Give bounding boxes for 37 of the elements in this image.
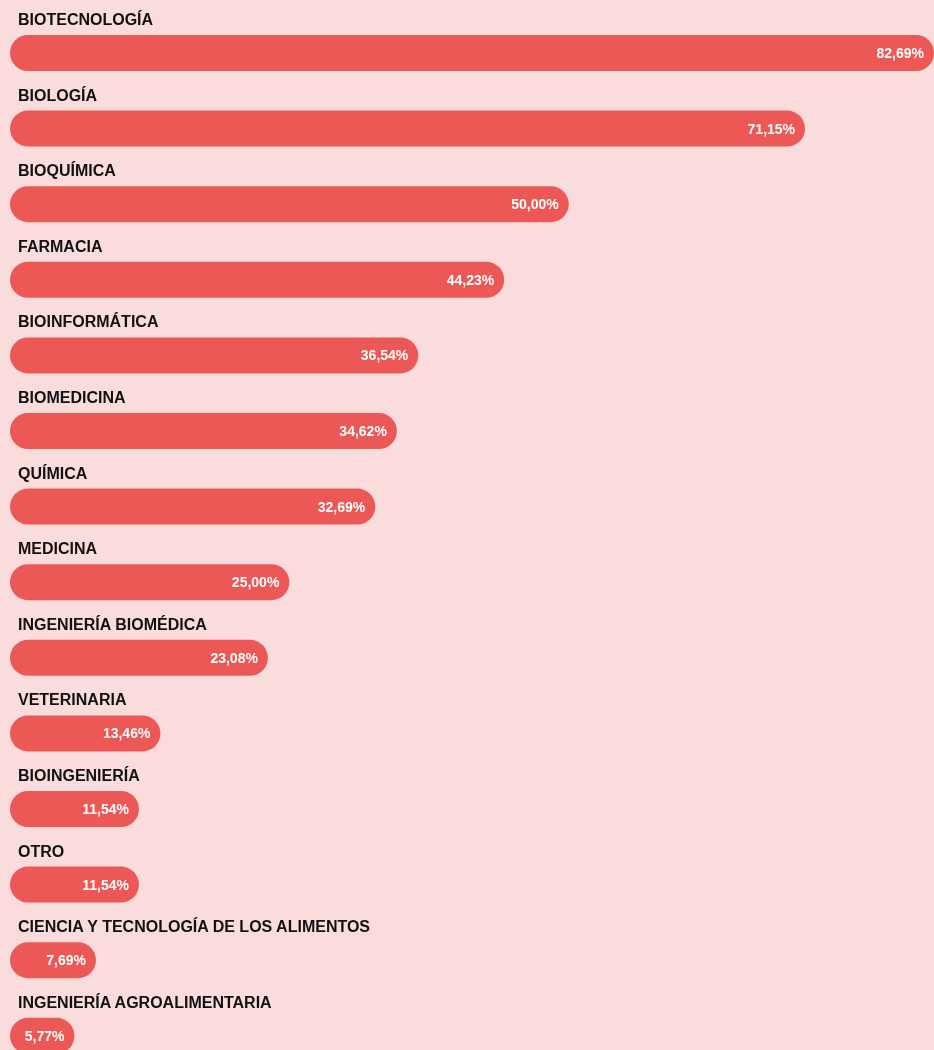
y-tick-label: BIOTECNOLOGÍA [18,10,154,28]
bar [10,488,376,525]
bar [10,261,505,298]
data-label: 25,00% [231,574,280,591]
y-tick-label: BIOMEDICINA [18,389,126,406]
y-tick-label: BIOLOGÍA [18,85,98,104]
y-tick-label: MEDICINA [18,540,98,558]
y-tick-label: QUÍMICA [18,463,88,482]
data-label: 11,54% [82,876,130,893]
y-tick-label: CIENCIA Y TECNOLOGÍA DE LOS ALIMENTOS [18,917,371,936]
data-label: 82,69% [876,44,925,61]
y-tick-label: FARMACIA [18,237,103,255]
data-label: 50,00% [511,196,560,213]
y-tick-label: OTRO [18,842,65,860]
data-label: 44,23% [446,271,495,288]
y-tick-label: BIOINGENIERÍA [18,766,141,784]
y-tick-label: BIOQUÍMICA [18,161,117,180]
data-label: 71,15% [747,120,796,137]
data-label: 13,46% [102,725,151,742]
y-tick-label: BIOINFORMÁTICA [18,312,159,331]
bar [10,413,397,449]
bar [10,564,290,601]
data-label: 36,54% [360,347,409,364]
bar [10,186,569,223]
y-tick-label: VETERINARIA [18,691,127,709]
data-label: 7,69% [46,952,87,969]
data-label: 34,62% [339,422,388,439]
data-label: 32,69% [317,498,366,515]
bar [10,35,934,71]
bar [10,639,268,676]
data-label: 5,77% [24,1027,66,1044]
bar [10,337,419,374]
y-tick-label: INGENIERÍA BIOMÉDICA [18,614,208,633]
data-label: 11,54% [82,800,130,817]
bar [10,110,806,147]
y-tick-label: INGENIERÍA AGROALIMENTARIA [18,992,273,1011]
data-label: 23,08% [210,649,259,666]
